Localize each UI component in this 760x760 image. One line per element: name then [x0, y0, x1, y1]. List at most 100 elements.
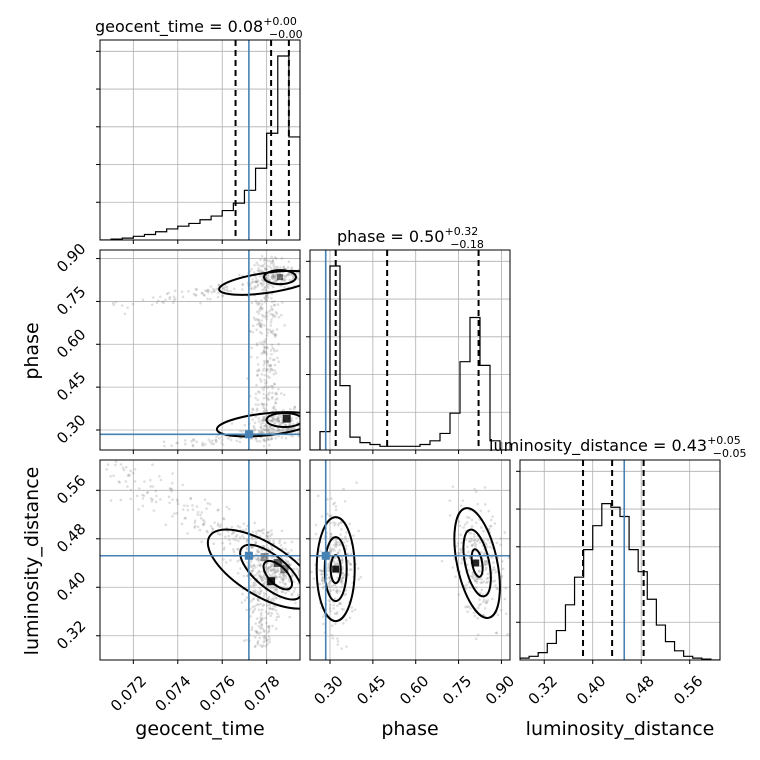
sample-vertical — [265, 424, 268, 428]
sample-upper-tail — [232, 287, 236, 291]
sample-vertical — [251, 605, 255, 609]
lower-cluster-sample — [277, 416, 280, 419]
sample-vertical — [261, 315, 265, 318]
left-mode-sample — [346, 559, 350, 563]
title-phase: phase = 0.50+0.32 −0.18 — [337, 225, 484, 251]
lower-cluster-sample — [262, 418, 265, 422]
right-mode-sample — [485, 577, 489, 580]
sample-band — [158, 474, 161, 478]
sample-vertical — [282, 393, 286, 397]
right-mode-sample — [485, 581, 488, 585]
sample-vertical — [249, 355, 253, 359]
left-mode-sample — [332, 521, 335, 524]
sample-vertical — [270, 331, 273, 334]
sample-band — [257, 556, 260, 559]
sample-vertical — [251, 278, 254, 281]
core-sample — [276, 591, 279, 594]
right-mode-sample — [470, 543, 474, 547]
sample-vertical — [255, 310, 259, 314]
sample-lower-tail — [281, 429, 285, 433]
sample-vertical — [263, 407, 267, 411]
sample-lower-tail — [269, 427, 272, 431]
lower-cluster-sample — [275, 419, 279, 423]
sample-lower-tail — [260, 430, 263, 434]
upper-cluster-sample — [263, 266, 267, 270]
sample-band — [265, 556, 269, 559]
lower-cluster-sample — [266, 426, 269, 430]
sample-vertical — [241, 592, 244, 596]
sample-vertical — [266, 630, 270, 634]
sample-vertical — [253, 636, 257, 639]
sample-vertical — [276, 303, 280, 306]
sample-vertical — [262, 438, 265, 442]
sample-lower-tail — [200, 443, 204, 446]
right-mode-sample — [468, 586, 472, 589]
diag-panel-geocent_time — [96, 39, 301, 244]
sample-band — [170, 487, 173, 491]
left-mode-sample — [310, 570, 313, 574]
left-mode-sample — [331, 636, 335, 640]
sample-band — [181, 508, 185, 511]
left-mode-sample — [329, 514, 333, 517]
sample-vertical — [274, 391, 278, 395]
lower-cluster-sample — [284, 427, 287, 431]
sample-vertical — [261, 427, 264, 430]
core-sample — [251, 567, 255, 570]
sample-band — [106, 463, 110, 466]
sample-vertical — [265, 367, 269, 371]
lower-cluster-sample — [304, 429, 307, 432]
sample-vertical — [264, 298, 268, 301]
left-mode-sample — [312, 586, 315, 589]
sample-upper-tail — [211, 287, 215, 291]
sample-vertical — [253, 426, 256, 430]
right-mode-sample — [511, 554, 514, 557]
sample-vertical — [279, 575, 282, 578]
right-mode-sample — [472, 576, 475, 580]
core-sample — [252, 564, 256, 567]
sample-band — [242, 522, 246, 525]
frame-geocent_time-vs-luminosity_distance — [99, 459, 301, 661]
sample-upper-tail — [285, 273, 289, 277]
sample-vertical — [271, 273, 274, 276]
lower-cluster-sample — [290, 419, 294, 422]
sample-vertical — [263, 297, 267, 300]
sample-lower-tail — [192, 438, 196, 442]
core-sample — [302, 595, 305, 598]
sample-vertical — [258, 636, 261, 640]
right-mode-sample — [480, 578, 484, 581]
left-mode-sample — [345, 645, 348, 648]
core-sample — [267, 573, 271, 576]
core-sample — [286, 567, 290, 571]
core-sample — [294, 601, 297, 605]
sample-vertical — [255, 630, 259, 634]
left-mode-sample — [340, 579, 344, 583]
upper-cluster-sample — [305, 273, 308, 276]
right-mode-sample — [483, 561, 486, 564]
sample-band — [183, 517, 187, 520]
core-sample — [270, 561, 273, 565]
upper-cluster-sample — [283, 279, 286, 283]
left-mode-sample — [349, 562, 352, 566]
sample-vertical — [256, 558, 259, 562]
upper-cluster-sample — [275, 279, 278, 283]
sample-band — [297, 573, 300, 577]
sample-vertical — [269, 367, 272, 371]
upper-cluster-sample — [297, 277, 300, 281]
sample-band — [290, 549, 293, 552]
core-sample — [271, 572, 275, 576]
sample-vertical — [268, 425, 272, 429]
right-mode-sample — [464, 587, 468, 591]
sample-upper-tail — [111, 301, 115, 305]
sample-upper-tail — [203, 294, 206, 297]
sample-upper-tail — [180, 290, 184, 294]
sample-vertical — [258, 586, 261, 590]
sample-band — [159, 498, 162, 501]
sample-vertical — [257, 608, 261, 612]
sample-vertical — [274, 398, 278, 401]
core-sample — [281, 578, 284, 582]
contour-left-middle — [323, 536, 348, 603]
upper-cluster-sample — [270, 275, 274, 279]
sample-upper-tail — [173, 289, 177, 293]
sample-band — [261, 559, 264, 563]
core-sample — [283, 541, 287, 545]
